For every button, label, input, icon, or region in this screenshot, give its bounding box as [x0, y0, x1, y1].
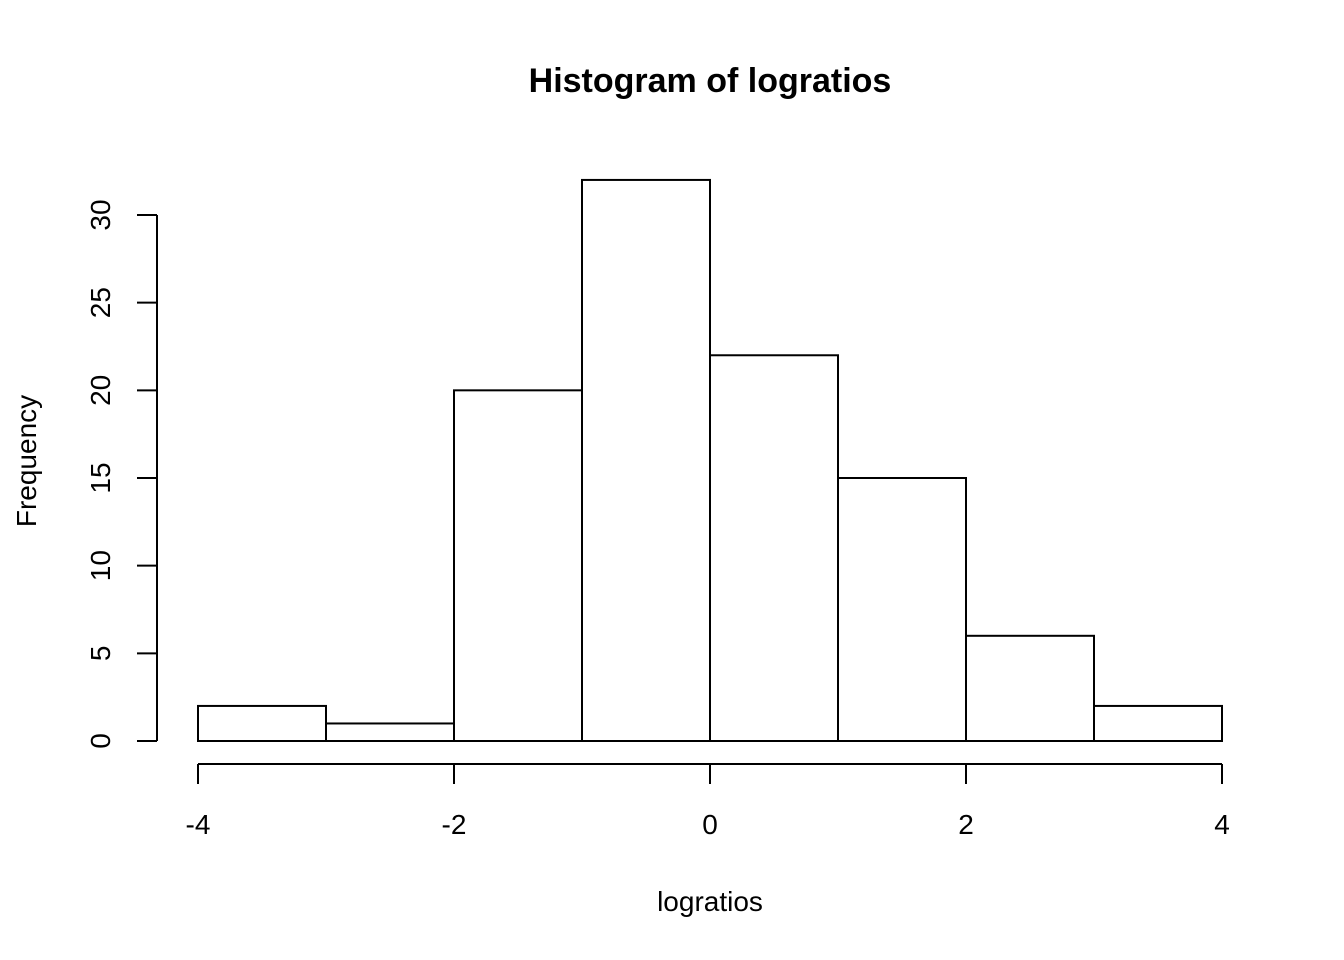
- y-tick-label: 15: [85, 462, 116, 493]
- histogram-bar-4: [709, 354, 839, 742]
- x-tick-label: 2: [958, 809, 974, 840]
- x-tick-label: -4: [186, 809, 211, 840]
- y-tick-label: 20: [85, 375, 116, 406]
- chart-title: Histogram of logratios: [529, 62, 892, 100]
- histogram-bar-6: [965, 634, 1095, 742]
- y-tick-label: 25: [85, 287, 116, 318]
- x-tick-label: 4: [1214, 809, 1230, 840]
- y-tick-label: 10: [85, 550, 116, 581]
- histogram-bar-2: [453, 389, 583, 742]
- histogram-bar-0: [197, 704, 327, 743]
- histogram-bar-7: [1093, 704, 1223, 743]
- y-tick-label: 30: [85, 199, 116, 230]
- histogram-bar-5: [837, 477, 967, 742]
- x-axis-label: logratios: [657, 886, 763, 917]
- histogram-bar-1: [325, 722, 455, 743]
- bars-group: [197, 178, 1223, 743]
- x-tick-label: -2: [442, 809, 467, 840]
- y-tick-label: 5: [85, 646, 116, 662]
- histogram-bar-3: [581, 178, 711, 742]
- y-ticks-group: 0 5 10 15 20 25 30: [85, 199, 157, 749]
- y-axis-label: Frequency: [11, 395, 42, 527]
- x-ticks-group: -4 -2 0 2 4: [186, 764, 1230, 840]
- y-tick-label: 0: [85, 733, 116, 749]
- x-tick-label: 0: [702, 809, 718, 840]
